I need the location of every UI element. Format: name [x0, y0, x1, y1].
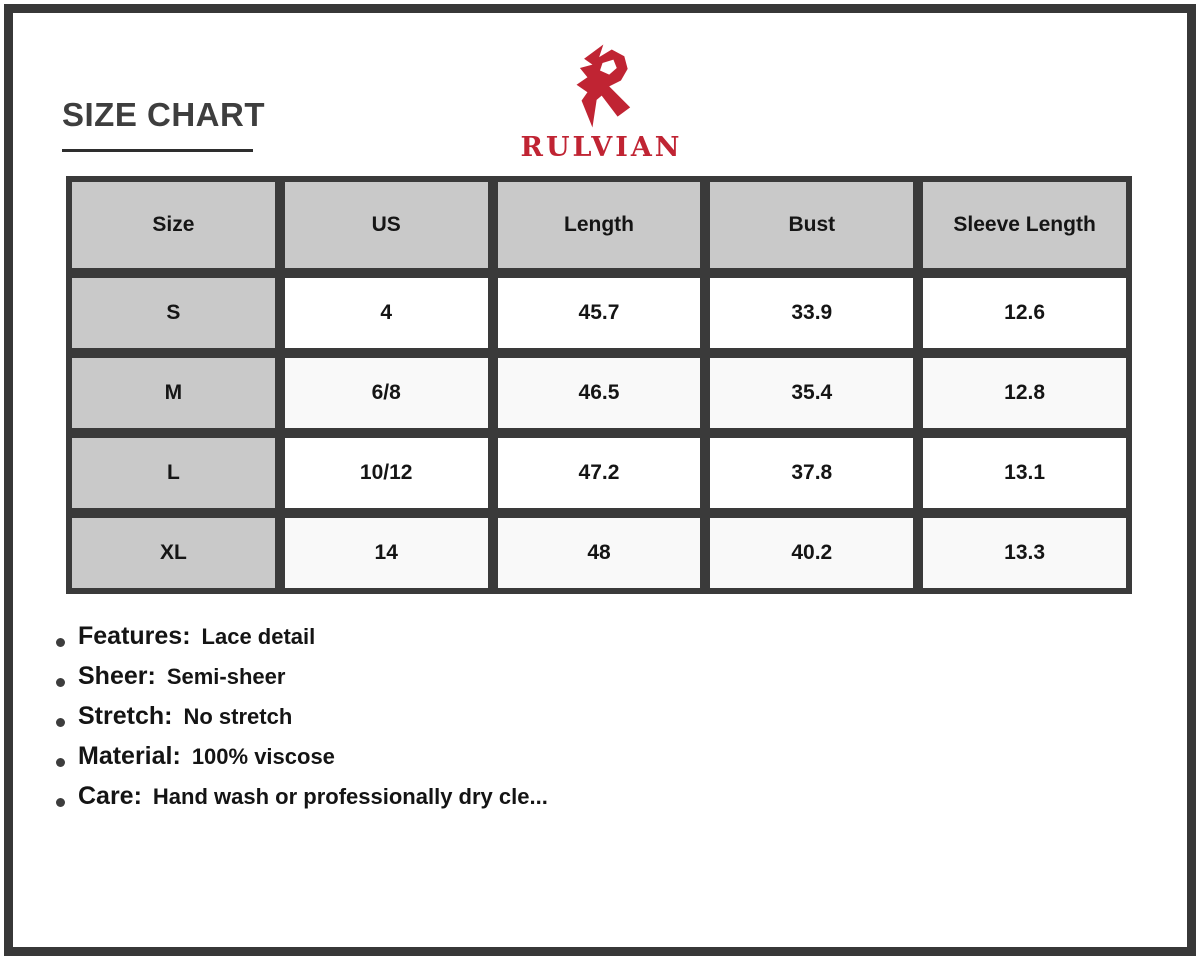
cell-xl-us: 14 [284, 518, 488, 588]
size-table: Size US Length Bust Sleeve Length S 4 45.7 33.9 1… [66, 176, 1132, 594]
spec-item-sheer: Sheer: Semi-sheer [56, 662, 548, 702]
spec-item-care: Care: Hand wash or professionally dry cle… [56, 782, 548, 822]
column-header-sleeve-length: Sleeve Length [923, 182, 1126, 268]
spec-value: No stretch [183, 704, 293, 729]
cell-l-us: 10/12 [284, 438, 488, 508]
spec-label: Features: [78, 622, 191, 650]
page-title: SIZE CHART [62, 96, 265, 133]
cell-s-sleeve-length: 12.6 [923, 278, 1126, 348]
bullet-icon [56, 757, 65, 767]
cell-m-us: 6/8 [284, 358, 488, 428]
cell-xl-bust: 40.2 [710, 518, 914, 588]
spec-value: Hand wash or professionally dry cle... [152, 784, 548, 809]
row-header-s: S [72, 278, 275, 348]
title-underline [62, 149, 253, 152]
cell-s-bust: 33.9 [710, 278, 914, 348]
bullet-icon [56, 717, 65, 727]
brand-wordmark: RULVIAN [520, 132, 683, 163]
spec-item-stretch: Stretch: No stretch [56, 702, 548, 742]
spec-value: Semi-sheer [166, 664, 286, 689]
cell-xl-sleeve-length: 13.3 [923, 518, 1126, 588]
spec-label: Stretch: [78, 702, 173, 730]
cell-s-us: 4 [284, 278, 488, 348]
column-header-length: Length [497, 182, 701, 268]
column-header-us: US [284, 182, 488, 268]
spec-value: 100% viscose [191, 744, 335, 769]
spec-label: Care: [78, 782, 142, 810]
cell-m-bust: 35.4 [710, 358, 914, 428]
spec-item-material: Material: 100% viscose [56, 742, 548, 782]
brand-logo: RULVIAN [0, 42, 1200, 163]
spec-item-features: Features: Lace detail [56, 622, 548, 662]
cell-l-bust: 37.8 [710, 438, 914, 508]
cell-m-length: 46.5 [497, 358, 701, 428]
cell-l-sleeve-length: 13.1 [923, 438, 1126, 508]
spec-label: Sheer: [78, 662, 156, 690]
cell-s-length: 45.7 [497, 278, 701, 348]
spec-value: Lace detail [201, 624, 316, 649]
column-header-bust: Bust [710, 182, 914, 268]
cell-l-length: 47.2 [497, 438, 701, 508]
cell-m-sleeve-length: 12.8 [923, 358, 1126, 428]
bullet-icon [56, 797, 65, 807]
product-specs-list: Features: Lace detail Sheer: Semi-sheer Stre… [56, 622, 548, 822]
row-header-xl: XL [72, 518, 275, 588]
bullet-icon [56, 677, 65, 687]
rulvian-r-monogram-icon [576, 44, 631, 128]
row-header-m: M [72, 358, 275, 428]
column-header-size: Size [72, 182, 275, 268]
bullet-icon [56, 637, 65, 647]
spec-label: Material: [78, 742, 181, 770]
row-header-l: L [72, 438, 275, 508]
cell-xl-length: 48 [497, 518, 701, 588]
